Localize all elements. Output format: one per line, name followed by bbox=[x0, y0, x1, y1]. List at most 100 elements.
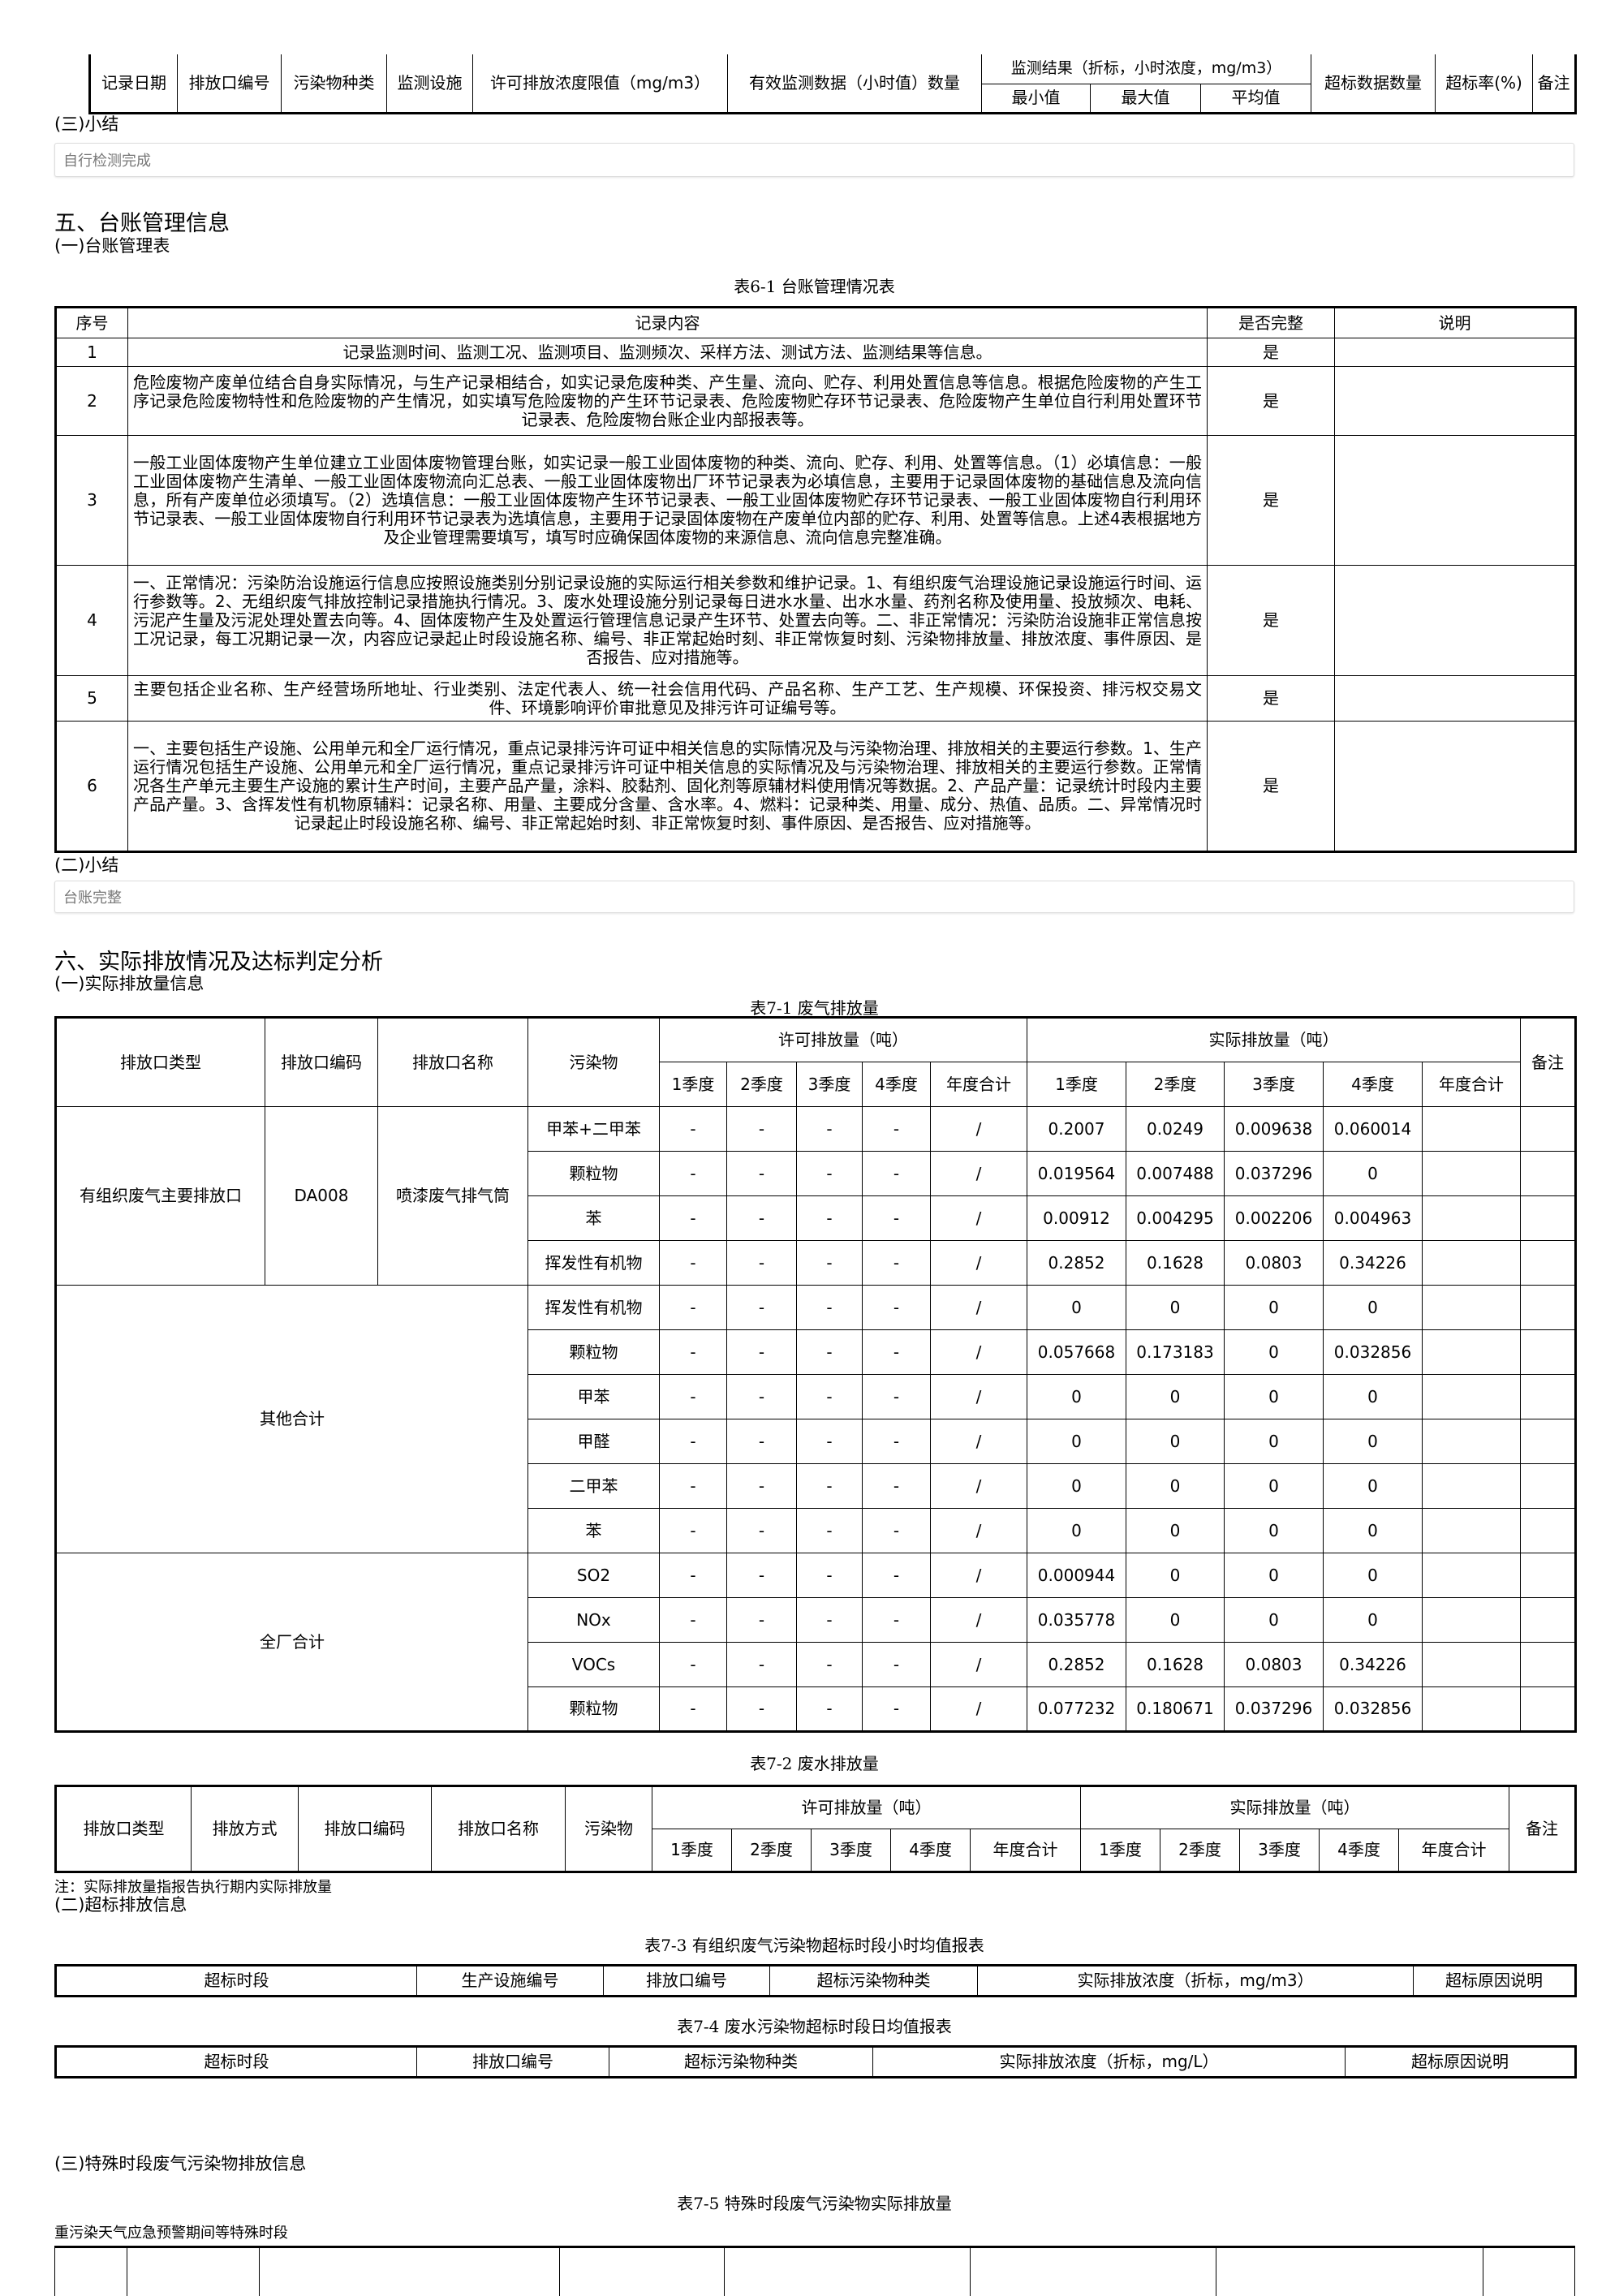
actual-value: 0.007488 bbox=[1126, 1151, 1225, 1196]
complete-status: 是 bbox=[1207, 338, 1335, 367]
header-valid-data-count: 有效监测数据（小时值）数量 bbox=[727, 54, 982, 114]
permit-value: / bbox=[929, 1285, 1028, 1330]
permit-value: - bbox=[726, 1240, 797, 1286]
column-header: 超标时段 bbox=[55, 2046, 417, 2078]
column-header: 实际排放浓度（折标，mg/m3） bbox=[977, 1965, 1414, 1997]
actual-value: 0 bbox=[1224, 1329, 1324, 1375]
row-note bbox=[1520, 1686, 1577, 1732]
actual-value: 0 bbox=[1126, 1597, 1225, 1643]
header-quarter: 年度合计 bbox=[1398, 1829, 1510, 1872]
actual-value bbox=[1422, 1285, 1522, 1330]
permit-value: - bbox=[659, 1463, 727, 1509]
section-title: (三)特殊时段废气污染物排放信息 bbox=[54, 2154, 307, 2173]
permit-value: - bbox=[659, 1642, 727, 1687]
actual-value: 0.004963 bbox=[1323, 1195, 1423, 1241]
permit-value: - bbox=[659, 1195, 727, 1241]
row-note bbox=[1334, 721, 1576, 852]
header-outlet-type: 排放口类型 bbox=[55, 1786, 192, 1872]
actual-value: 0.009638 bbox=[1224, 1106, 1324, 1152]
table-row: 颗粒物 - - - -/0.057668 0.173183 0 0.032856 bbox=[56, 1329, 1577, 1375]
actual-value: 0 bbox=[1224, 1508, 1324, 1553]
table-row: 颗粒物 - - - -/0.019564 0.007488 0.037296 0 bbox=[56, 1151, 1577, 1196]
permit-value: - bbox=[659, 1329, 727, 1375]
header-quarter: 1季度 bbox=[652, 1829, 732, 1872]
header-quarter: 3季度 bbox=[1239, 1829, 1320, 1872]
header-quarter: 3季度 bbox=[811, 1829, 891, 1872]
actual-value: 0.2852 bbox=[1027, 1240, 1127, 1286]
outlet-type: 有组织废气主要排放口 bbox=[55, 1106, 265, 1286]
row-note bbox=[1334, 366, 1576, 436]
table-row: 其他合计 挥发性有机物 - - - -/0 0 0 0 bbox=[55, 1285, 1577, 1553]
water-emission-table: 排放口类型 排放方式 排放口编码 排放口名称 污染物 许可排放量（吨） 实际排放… bbox=[54, 1785, 1578, 1873]
table-caption: 表7-1 废气排放量 bbox=[750, 998, 879, 1018]
header-outlet-code: 排放口编码 bbox=[298, 1786, 432, 1872]
permit-value: - bbox=[862, 1597, 931, 1643]
actual-value bbox=[1422, 1195, 1522, 1241]
actual-value: 0.1628 bbox=[1126, 1642, 1225, 1687]
row-number: 6 bbox=[55, 721, 128, 852]
header-record-date: 记录日期 bbox=[89, 54, 178, 114]
table-note: 注：实际排放量指报告执行期内实际排放量 bbox=[54, 1879, 332, 1896]
outlet-code: DA008 bbox=[265, 1106, 378, 1286]
actual-value: 0.004295 bbox=[1126, 1195, 1225, 1241]
pollutant: 挥发性有机物 bbox=[527, 1240, 660, 1286]
pollutant: 二甲苯 bbox=[527, 1463, 660, 1509]
actual-value: 0.057668 bbox=[1027, 1329, 1127, 1375]
permit-value: - bbox=[862, 1151, 931, 1196]
header-remark: 备注 bbox=[1509, 1786, 1577, 1872]
actual-value bbox=[1422, 1240, 1522, 1286]
table-caption: 表6-1 台账管理情况表 bbox=[734, 277, 895, 296]
complete-status: 是 bbox=[1207, 721, 1335, 852]
header-permit-limit: 许可排放浓度限值（mg/m3） bbox=[472, 54, 728, 114]
actual-value: 0.037296 bbox=[1224, 1151, 1324, 1196]
header-quarter: 年度合计 bbox=[1422, 1062, 1522, 1107]
permit-value: - bbox=[862, 1553, 931, 1598]
column-header: 超标原因说明 bbox=[1345, 2046, 1576, 2078]
actual-value: 0 bbox=[1027, 1419, 1127, 1464]
table-row: 1 记录监测时间、监测工况、监测项目、监测频次、采样方法、测试方法、监测结果等信息… bbox=[55, 338, 1576, 367]
actual-value: 0.0803 bbox=[1224, 1642, 1324, 1687]
column-header: 超标污染物种类 bbox=[609, 2046, 873, 2078]
header-quarter: 4季度 bbox=[1323, 1062, 1423, 1107]
pollutant: 苯 bbox=[527, 1508, 660, 1553]
section-title: (二)超标排放信息 bbox=[54, 1895, 187, 1915]
header-quarter: 1季度 bbox=[1080, 1829, 1161, 1872]
header-monitor-result: 监测结果（折标，小时浓度，mg/m3） bbox=[980, 54, 1312, 84]
actual-value bbox=[1422, 1597, 1522, 1643]
permit-value: / bbox=[929, 1463, 1028, 1509]
header-outlet-type: 排放口类型 bbox=[55, 1017, 265, 1107]
column-header: 排放口编号 bbox=[416, 2046, 609, 2078]
actual-value: 0.00912 bbox=[1027, 1195, 1127, 1241]
permit-value: - bbox=[659, 1419, 727, 1464]
actual-value: 0.0803 bbox=[1224, 1240, 1324, 1286]
header-quarter: 3季度 bbox=[1224, 1062, 1324, 1107]
complete-status: 是 bbox=[1207, 366, 1335, 436]
actual-value: 0 bbox=[1323, 1508, 1423, 1553]
actual-value: 0.0249 bbox=[1126, 1106, 1225, 1152]
column-header: 超标时段 bbox=[55, 1965, 417, 1997]
table-row: 甲苯 - - - -/0 0 0 0 bbox=[56, 1374, 1577, 1419]
column-header: 超标污染物种类 bbox=[769, 1965, 978, 1997]
permit-value: - bbox=[862, 1686, 931, 1732]
header-pollutant-type: 污染物种类 bbox=[281, 54, 387, 114]
permit-value: - bbox=[796, 1553, 863, 1598]
actual-value: 0 bbox=[1126, 1508, 1225, 1553]
exceed-gas-table: 超标时段 生产设施编号 排放口编号 超标污染物种类 实际排放浓度（折标，mg/m3） 超标… bbox=[54, 1964, 1577, 1997]
permit-value: / bbox=[929, 1686, 1028, 1732]
permit-value: / bbox=[929, 1151, 1028, 1196]
permit-value: - bbox=[862, 1508, 931, 1553]
section-subtitle: (一)实际排放量信息 bbox=[54, 974, 205, 993]
actual-value bbox=[1422, 1508, 1522, 1553]
actual-value: 0 bbox=[1224, 1285, 1324, 1330]
row-note bbox=[1520, 1642, 1577, 1687]
actual-value: 0 bbox=[1323, 1419, 1423, 1464]
table-row: 甲醛 - - - -/0 0 0 0 bbox=[56, 1419, 1577, 1464]
header-quarter: 1季度 bbox=[659, 1062, 727, 1107]
header-content: 记录内容 bbox=[127, 307, 1208, 338]
table-row: 3 一般工业固体废物产生单位建立工业固体废物管理台账，如实记录一般工业固体废物的种… bbox=[55, 435, 1576, 566]
permit-value: - bbox=[659, 1553, 727, 1598]
actual-value: 0.035778 bbox=[1027, 1597, 1127, 1643]
permit-value: - bbox=[726, 1463, 797, 1509]
permit-value: - bbox=[726, 1106, 797, 1152]
record-content: 一、正常情况：污染防治设施运行信息应按照设施类别分别记录设施的实际运行相关参数和… bbox=[127, 565, 1208, 676]
